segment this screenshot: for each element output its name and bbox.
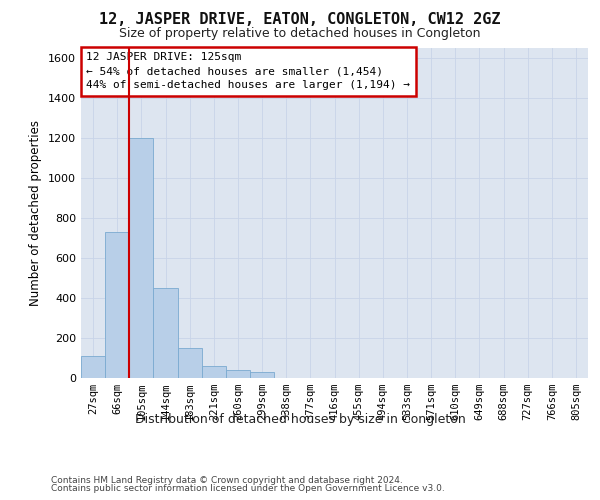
Bar	[226, 370, 250, 378]
Text: Distribution of detached houses by size in Congleton: Distribution of detached houses by size …	[134, 412, 466, 426]
Bar	[178, 348, 202, 378]
Bar	[129, 138, 154, 378]
Bar	[154, 288, 178, 378]
Bar	[250, 372, 274, 378]
Text: Size of property relative to detached houses in Congleton: Size of property relative to detached ho…	[119, 28, 481, 40]
Text: 12, JASPER DRIVE, EATON, CONGLETON, CW12 2GZ: 12, JASPER DRIVE, EATON, CONGLETON, CW12…	[99, 12, 501, 28]
Text: Contains public sector information licensed under the Open Government Licence v3: Contains public sector information licen…	[51, 484, 445, 493]
Bar	[202, 366, 226, 378]
Text: 12 JASPER DRIVE: 125sqm
← 54% of detached houses are smaller (1,454)
44% of semi: 12 JASPER DRIVE: 125sqm ← 54% of detache…	[86, 52, 410, 90]
Bar	[105, 232, 129, 378]
Text: Contains HM Land Registry data © Crown copyright and database right 2024.: Contains HM Land Registry data © Crown c…	[51, 476, 403, 485]
Bar	[81, 356, 105, 378]
Y-axis label: Number of detached properties: Number of detached properties	[29, 120, 43, 306]
